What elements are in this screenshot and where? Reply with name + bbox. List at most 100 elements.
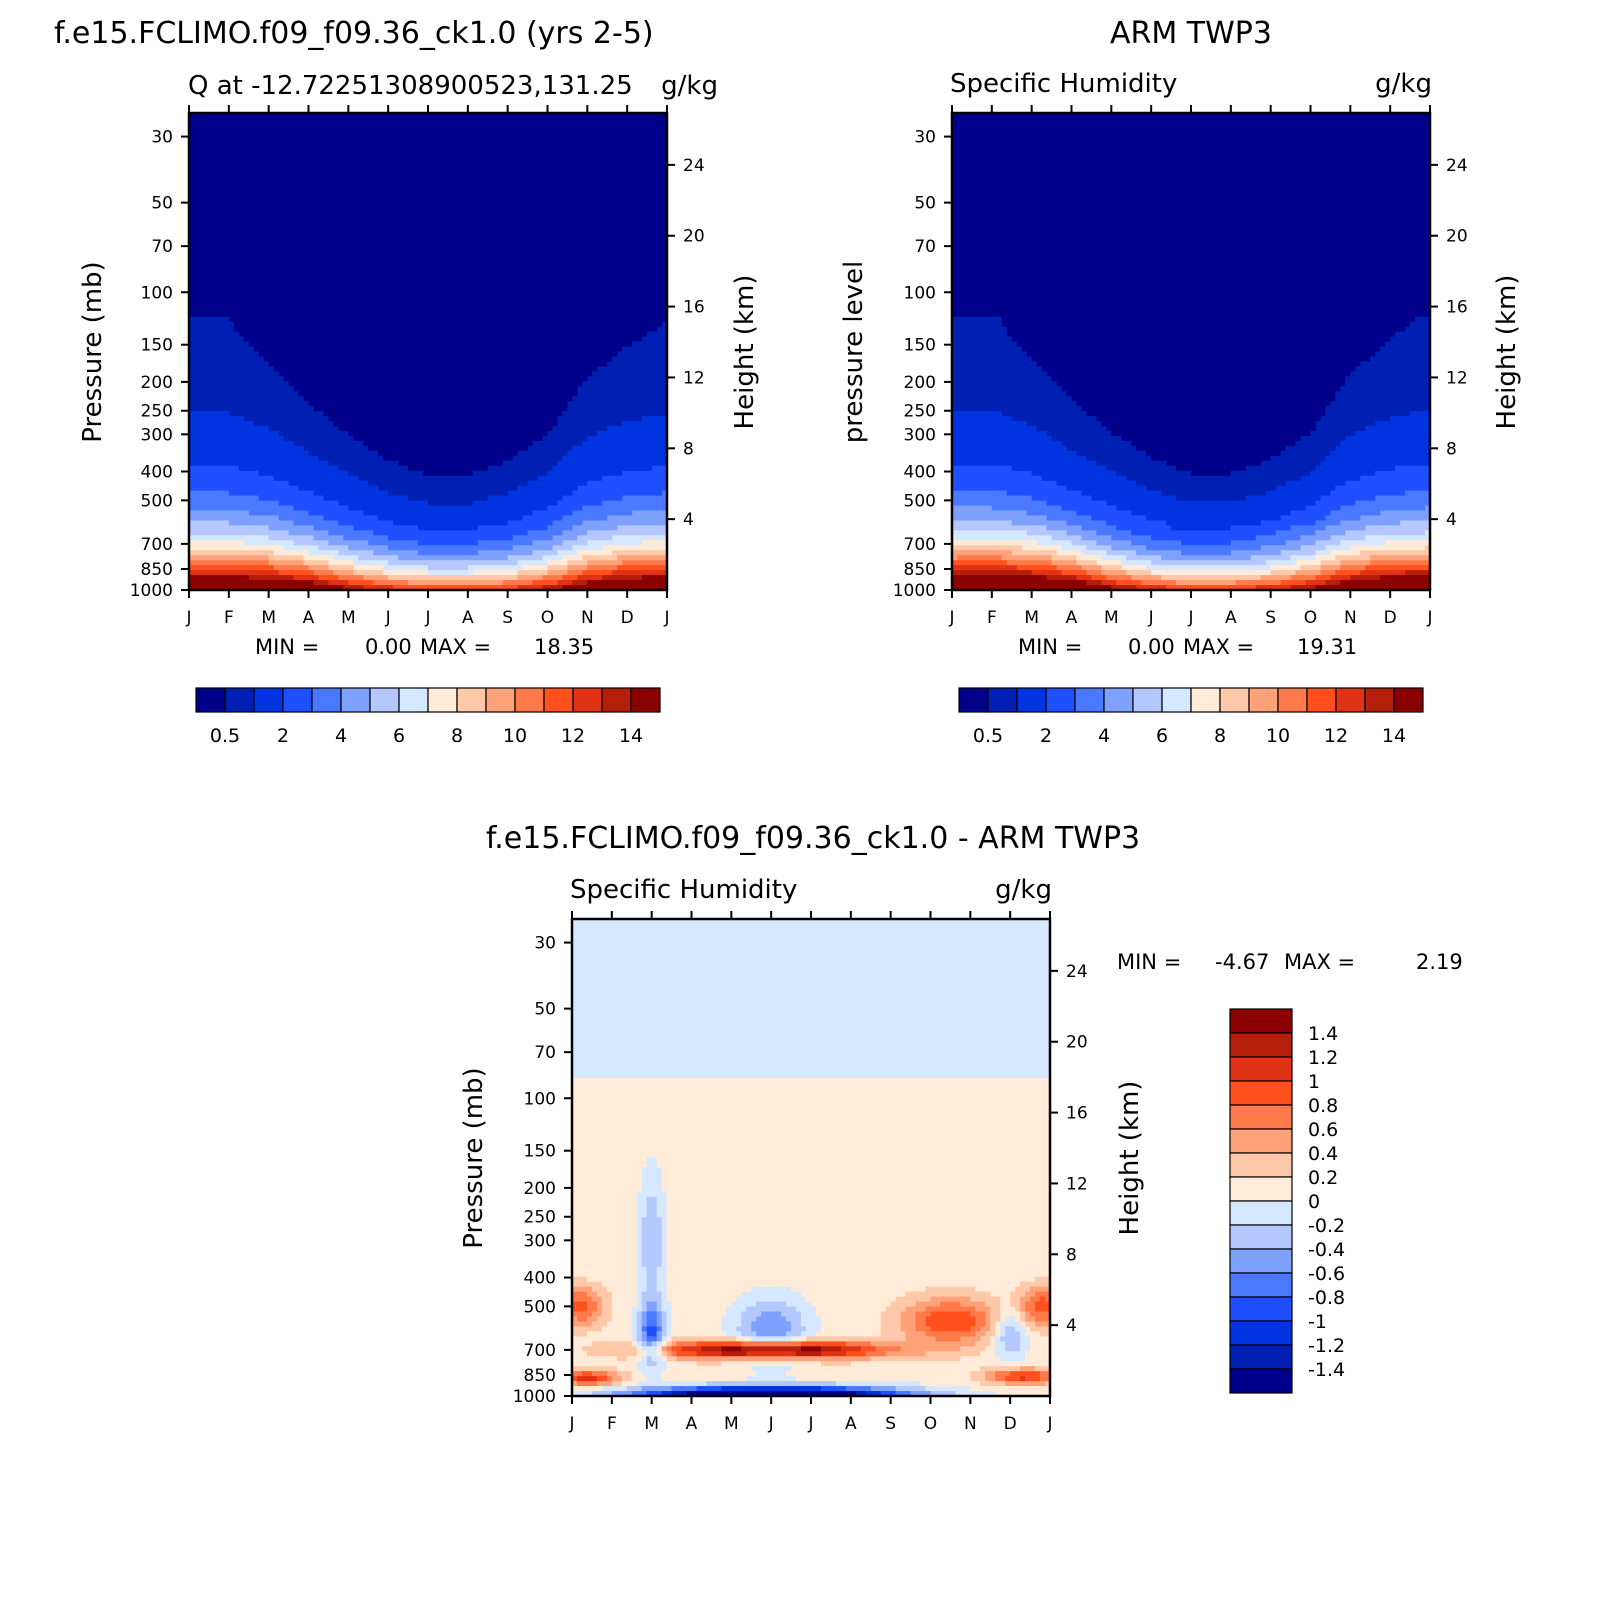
contour-cell — [666, 1351, 673, 1357]
contour-cell — [666, 1336, 673, 1342]
x-tick-label: N — [964, 1414, 977, 1434]
contour-cell — [632, 341, 667, 348]
panel-a-max-value: 18.35 — [534, 635, 594, 659]
contour-cell — [666, 1212, 1050, 1218]
y-tick-label: 300 — [524, 1231, 556, 1251]
contour-cell — [905, 1306, 927, 1313]
panel-b-min-label: MIN = — [1018, 635, 1082, 659]
contour-cell — [990, 1306, 1001, 1313]
contour-cell — [641, 1172, 663, 1178]
contour-cell — [656, 1351, 663, 1357]
y2-tick-label: 20 — [1066, 1033, 1088, 1053]
contour-cell — [1001, 316, 1416, 323]
y-tick-label: 850 — [904, 560, 936, 580]
contour-cell — [1385, 540, 1430, 546]
colorbar-label: -0.6 — [1308, 1263, 1345, 1285]
contour-cell — [1000, 1296, 1011, 1303]
contour-cell — [1335, 396, 1430, 402]
contour-cell — [1141, 580, 1177, 586]
contour-cell — [1020, 1321, 1026, 1328]
contour-cell — [1405, 326, 1430, 333]
colorbar-label: -0.4 — [1308, 1239, 1345, 1261]
contour-cell — [636, 1286, 648, 1293]
contour-cell — [572, 973, 1050, 980]
contour-cell — [572, 1217, 638, 1223]
colorbar-label: 14 — [1382, 725, 1406, 747]
contour-cell — [363, 440, 534, 447]
contour-cell — [189, 227, 667, 233]
contour-cell — [952, 167, 1430, 174]
contour-cell — [189, 257, 667, 263]
contour-cell — [1031, 495, 1093, 502]
contour-cell — [666, 1296, 737, 1303]
contour-cell — [616, 1371, 633, 1377]
contour-cell — [313, 580, 330, 586]
contour-cell — [952, 207, 1430, 213]
contour-cell — [562, 575, 578, 581]
contour-cell — [656, 1202, 668, 1208]
contour-cell — [756, 1371, 787, 1377]
contour-cell — [1051, 560, 1078, 566]
contour-cell — [636, 1276, 648, 1283]
contour-cell — [1116, 580, 1142, 586]
contour-cell — [1036, 426, 1107, 432]
contour-cell — [587, 540, 643, 546]
contour-cell — [189, 540, 245, 546]
contour-cell — [952, 530, 1028, 536]
contour-cell — [845, 1341, 872, 1347]
contour-cell — [791, 1286, 927, 1293]
contour-cell — [189, 371, 280, 377]
contour-cell — [661, 1291, 668, 1298]
contour-cell — [1096, 530, 1132, 536]
contour-cell — [1260, 460, 1322, 467]
y2-tick-label: 24 — [683, 156, 705, 176]
contour-cell — [952, 197, 1430, 204]
y2-tick-label: 20 — [683, 227, 705, 247]
contour-cell — [995, 1341, 1006, 1347]
contour-cell — [611, 1301, 638, 1308]
contour-cell — [641, 1217, 663, 1223]
contour-cell — [572, 1261, 638, 1268]
contour-cell — [487, 495, 564, 502]
contour-cell — [952, 182, 1430, 189]
panel-b-contour-field — [952, 113, 1430, 590]
contour-cell — [343, 585, 364, 590]
contour-cell — [1026, 351, 1376, 358]
colorbar-swatch — [253, 687, 284, 713]
contour-cell — [666, 1321, 673, 1328]
x-tick-label: J — [948, 608, 954, 628]
contour-cell — [1320, 565, 1341, 571]
contour-cell — [1081, 565, 1102, 571]
contour-cell — [572, 1271, 638, 1278]
contour-cell — [726, 1331, 742, 1337]
colorbar-swatch — [1248, 687, 1279, 713]
contour-cell — [636, 1296, 643, 1303]
contour-cell — [952, 122, 1430, 129]
contour-cell — [621, 1381, 638, 1387]
contour-cell — [646, 1197, 658, 1203]
colorbar-label: 8 — [451, 725, 463, 747]
contour-cell — [952, 500, 1048, 507]
contour-cell — [657, 326, 667, 333]
contour-cell — [1121, 565, 1147, 571]
contour-cell — [353, 560, 389, 566]
contour-cell — [1006, 490, 1083, 497]
contour-cell — [642, 336, 667, 343]
contour-cell — [1056, 550, 1083, 556]
contour-cell — [572, 1068, 1050, 1074]
contour-cell — [952, 331, 1008, 338]
contour-cell — [572, 943, 1050, 950]
contour-cell — [636, 1192, 668, 1198]
contour-cell — [189, 207, 667, 213]
contour-cell — [572, 1227, 638, 1233]
contour-cell — [308, 565, 330, 571]
contour-cell — [636, 1351, 648, 1357]
contour-cell — [228, 411, 325, 417]
contour-cell — [1086, 411, 1327, 417]
y-tick-label: 70 — [534, 1043, 556, 1063]
contour-cell — [647, 331, 667, 338]
contour-cell — [1111, 585, 1137, 590]
panel-b-max-label: MAX = — [1183, 635, 1254, 659]
x-tick-label: J — [424, 608, 430, 628]
contour-cell — [189, 152, 667, 159]
